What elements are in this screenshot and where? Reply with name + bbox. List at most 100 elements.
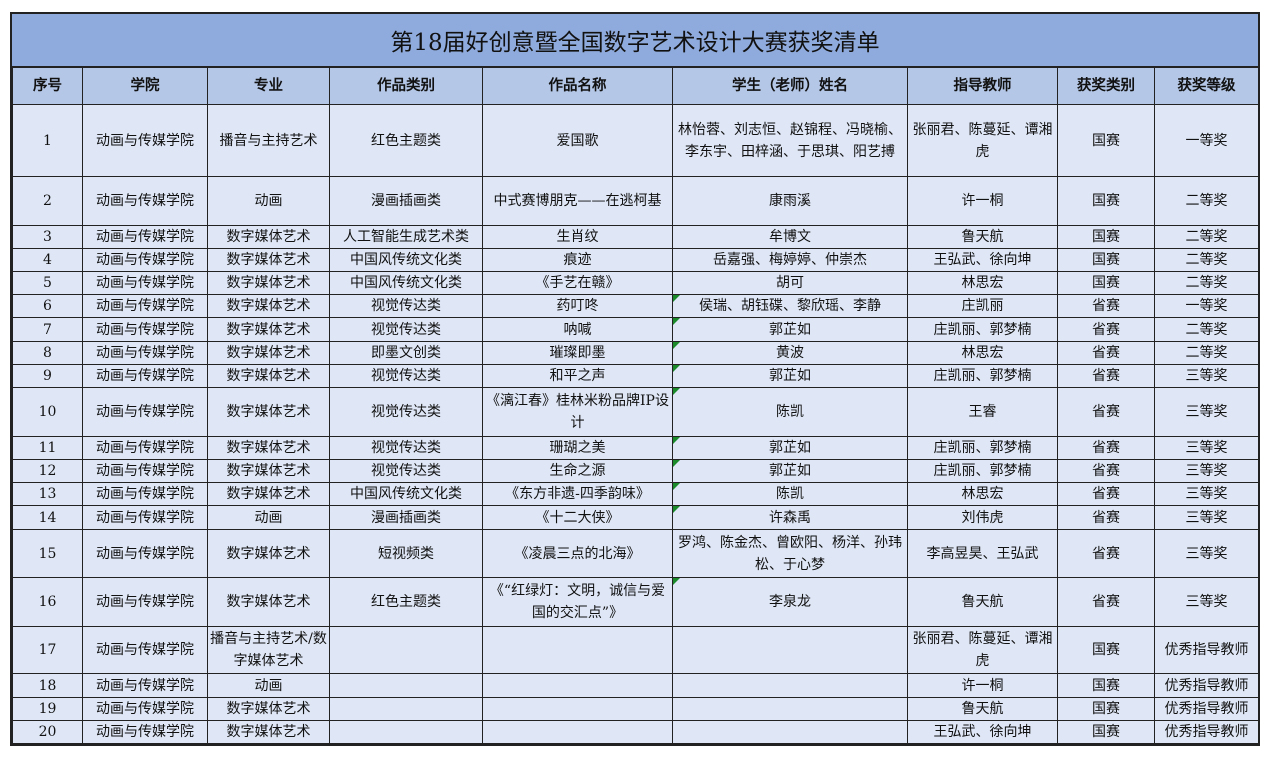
cell-award-level: 三等奖 [1154, 577, 1259, 627]
cell-seq: 17 [12, 626, 83, 674]
cell-students [672, 720, 908, 744]
cell-students: 许森禹 [672, 505, 908, 530]
cell-category [329, 697, 483, 721]
cell-award-type: 国赛 [1057, 104, 1155, 177]
cell-category: 中国风传统文化类 [329, 248, 483, 272]
cell-college: 动画与传媒学院 [82, 387, 208, 437]
cell-advisor: 鲁天航 [907, 697, 1058, 721]
cell-students: 黄波 [672, 341, 908, 365]
table-row: 10 动画与传媒学院 数字媒体艺术 视觉传达类 《漓江春》桂林米粉品牌IP设计 陈凯 王睿省… [12, 387, 1259, 437]
cell-advisor: 庄凯丽、郭梦楠 [907, 364, 1058, 388]
cell-work-title: 和平之声 [482, 364, 673, 388]
cell-award-level: 二等奖 [1154, 225, 1259, 249]
cell-students: 郭芷如 [672, 436, 908, 460]
column-header-advisor: 指导教师 [907, 67, 1058, 105]
cell-major: 数字媒体艺术 [207, 364, 330, 388]
cell-work-title: 中式赛博朋克——在逃柯基 [482, 176, 673, 226]
cell-advisor: 刘伟虎 [907, 505, 1058, 530]
cell-students: 岳嘉强、梅婷婷、仲崇杰 [672, 248, 908, 272]
cell-major: 数字媒体艺术 [207, 248, 330, 272]
cell-college: 动画与传媒学院 [82, 317, 208, 342]
cell-work-title: 珊瑚之美 [482, 436, 673, 460]
cell-college: 动画与传媒学院 [82, 482, 208, 506]
cell-award-type: 省赛 [1057, 294, 1155, 318]
cell-work-title [482, 626, 673, 674]
cell-award-level: 三等奖 [1154, 459, 1259, 483]
cell-category: 漫画插画类 [329, 176, 483, 226]
cell-work-title: 爱国歌 [482, 104, 673, 177]
cell-award-type: 省赛 [1057, 436, 1155, 460]
cell-college: 动画与传媒学院 [82, 104, 208, 177]
table-row: 1 动画与传媒学院 播音与主持艺术 红色主题类 爱国歌 林怡蓉、刘志恒、赵锦程、冯晓榆、李… [12, 104, 1259, 177]
table-row: 12 动画与传媒学院 数字媒体艺术 视觉传达类 生命之源 郭芷如 庄凯丽、郭梦楠 省赛 三等奖 [12, 459, 1259, 483]
table-row: 20 动画与传媒学院 数字媒体艺术 王弘武、徐向坤 国赛 优秀指导教师 [12, 720, 1259, 744]
cell-work-title: 生肖纹 [482, 225, 673, 249]
cell-award-type: 省赛 [1057, 482, 1155, 506]
cell-college: 动画与传媒学院 [82, 673, 208, 698]
cell-seq: 5 [12, 271, 83, 295]
cell-work-title: 痕迹 [482, 248, 673, 272]
cell-work-title [482, 673, 673, 698]
cell-seq: 10 [12, 387, 83, 437]
cell-award-level: 三等奖 [1154, 364, 1259, 388]
cell-major: 数字媒体艺术 [207, 459, 330, 483]
cell-work-title: 生命之源 [482, 459, 673, 483]
cell-advisor: 张丽君、陈蔓延、谭湘虎 [907, 104, 1058, 177]
cell-award-type: 国赛 [1057, 225, 1155, 249]
cell-students: 罗鸿、陈金杰、曾欧阳、杨洋、孙玮松、于心梦 [672, 529, 908, 578]
table-row: 7 动画与传媒学院 数字媒体艺术 视觉传达类 呐喊 郭芷如 庄凯丽、郭梦楠 省赛 二等奖 [12, 317, 1259, 342]
column-header-seq: 序号 [12, 67, 83, 105]
cell-seq: 11 [12, 436, 83, 460]
cell-category: 视觉传达类 [329, 459, 483, 483]
cell-category: 中国风传统文化类 [329, 271, 483, 295]
cell-award-level: 三等奖 [1154, 387, 1259, 437]
cell-category [329, 720, 483, 744]
cell-college: 动画与传媒学院 [82, 341, 208, 365]
cell-award-level: 二等奖 [1154, 341, 1259, 365]
cell-award-level: 三等奖 [1154, 505, 1259, 530]
cell-award-type: 国赛 [1057, 720, 1155, 744]
table-row: 13 动画与传媒学院 数字媒体艺术 中国风传统文化类 《东方非遗-四季韵味》 陈凯 林思宏省… [12, 482, 1259, 506]
cell-college: 动画与传媒学院 [82, 626, 208, 674]
cell-college: 动画与传媒学院 [82, 436, 208, 460]
cell-advisor: 王弘武、徐向坤 [907, 720, 1058, 744]
cell-students [672, 626, 908, 674]
award-table: 序号 学院 专业 作品类别 作品名称 学生（老师）姓名 指导教师 获奖类别 获奖等级 1 动画与传… [12, 67, 1259, 744]
column-header-work-title: 作品名称 [482, 67, 673, 105]
cell-college: 动画与传媒学院 [82, 505, 208, 530]
cell-advisor: 林思宏 [907, 271, 1058, 295]
cell-award-level: 三等奖 [1154, 529, 1259, 578]
cell-category [329, 673, 483, 698]
cell-advisor: 庄凯丽、郭梦楠 [907, 459, 1058, 483]
cell-seq: 8 [12, 341, 83, 365]
cell-award-type: 省赛 [1057, 387, 1155, 437]
cell-work-title: 呐喊 [482, 317, 673, 342]
cell-advisor: 王弘武、徐向坤 [907, 248, 1058, 272]
cell-category: 中国风传统文化类 [329, 482, 483, 506]
cell-major: 数字媒体艺术 [207, 317, 330, 342]
cell-seq: 6 [12, 294, 83, 318]
table-row: 15 动画与传媒学院 数字媒体艺术 短视频类 《凌晨三点的北海》 罗鸿、陈金杰、曾欧阳、杨… [12, 529, 1259, 578]
cell-work-title: 《手艺在赣》 [482, 271, 673, 295]
cell-advisor: 许一桐 [907, 176, 1058, 226]
cell-major: 数字媒体艺术 [207, 294, 330, 318]
cell-category: 红色主题类 [329, 104, 483, 177]
cell-award-type: 国赛 [1057, 626, 1155, 674]
cell-award-level: 优秀指导教师 [1154, 697, 1259, 721]
cell-major: 数字媒体艺术 [207, 341, 330, 365]
cell-work-title: 药叮咚 [482, 294, 673, 318]
column-header-college: 学院 [82, 67, 208, 105]
cell-award-level: 优秀指导教师 [1154, 626, 1259, 674]
cell-major: 播音与主持艺术/数字媒体艺术 [207, 626, 330, 674]
cell-award-type: 省赛 [1057, 459, 1155, 483]
cell-seq: 9 [12, 364, 83, 388]
cell-students: 胡可 [672, 271, 908, 295]
cell-major: 动画 [207, 505, 330, 530]
cell-category: 视觉传达类 [329, 436, 483, 460]
cell-advisor: 鲁天航 [907, 577, 1058, 627]
cell-college: 动画与传媒学院 [82, 176, 208, 226]
cell-advisor: 王睿 [907, 387, 1058, 437]
cell-students: 李泉龙 [672, 577, 908, 627]
cell-seq: 20 [12, 720, 83, 744]
cell-seq: 7 [12, 317, 83, 342]
